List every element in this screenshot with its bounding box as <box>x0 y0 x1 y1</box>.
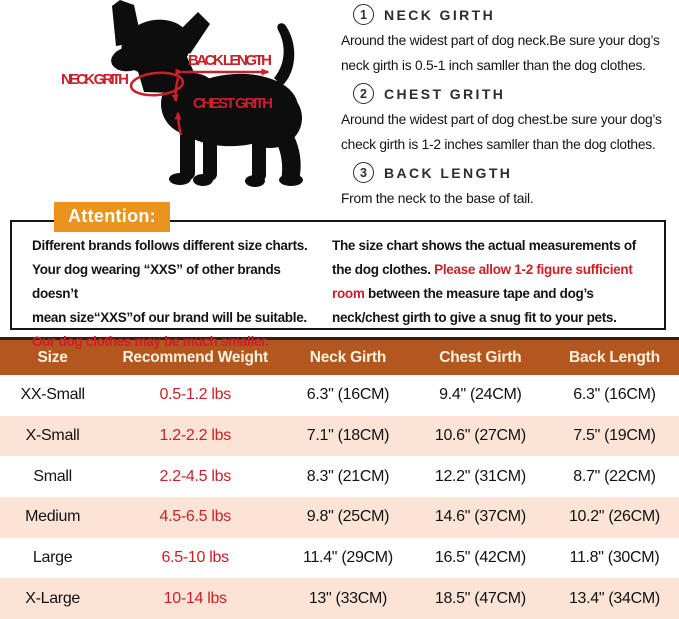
instruction-2-title: CHEST GRITH <box>384 85 506 102</box>
chest-girth-arrow-up <box>174 111 183 136</box>
instruction-2-body: Around the widest part of dog chest.be s… <box>341 112 662 152</box>
weight-cell: 0.5-1.2 lbs <box>159 386 231 404</box>
back-cell: 11.8" (30CM) <box>569 549 660 567</box>
table-row-large: Large 6.5-10 lbs 11.4" (29CM) 16.5" (42C… <box>0 537 679 579</box>
chest-cell: 14.6" (37CM) <box>434 508 526 526</box>
chest-cell: 12.2" (31CM) <box>434 467 526 485</box>
neck-girth-diagram-label: NECK GRITH <box>61 71 129 88</box>
chest-cell: 18.5" (47CM) <box>434 589 526 607</box>
table-row-x-small: X-Small 1.2-2.2 lbs 7.1" (18CM) 10.6" (2… <box>0 415 679 457</box>
neck-cell: 6.3" (16CM) <box>306 386 390 404</box>
measurement-instructions: 1 NECK GIRTH Around the widest part of d… <box>341 0 677 213</box>
table-row-xx-small: XX-Small 0.5-1.2 lbs 6.3" (16CM) 9.4" (2… <box>0 375 679 416</box>
weight-cell: 1.2-2.2 lbs <box>159 427 231 444</box>
back-cell: 6.3" (16CM) <box>573 386 656 404</box>
circled-number-2: 2 <box>353 83 374 104</box>
attention-right-highlight: Please allow 1-2 figure sufficient room <box>332 262 633 301</box>
table-row-x-large: X-Large 10-14 lbs 13" (33CM) 18.5" (47CM… <box>0 578 679 619</box>
weight-cell: 10-14 lbs <box>163 589 227 607</box>
table-row-small: Small 2.2-4.5 lbs 8.3" (21CM) 12.2" (31C… <box>0 456 679 498</box>
circled-number-3: 3 <box>353 162 374 183</box>
neck-girth-ellipse <box>129 71 185 97</box>
chest-girth-arrow-down <box>171 77 180 103</box>
weight-cell: 2.2-4.5 lbs <box>159 467 231 485</box>
back-cell: 13.4" (34CM) <box>568 589 660 607</box>
attention-left-text: Different brands follows different size … <box>32 234 328 354</box>
neck-cell: 9.8" (25CM) <box>306 508 390 526</box>
instruction-1-title: NECK GIRTH <box>384 6 496 23</box>
neck-cell: 8.3" (21CM) <box>306 467 390 485</box>
attention-warning-line: Our dog clothes may be much smaller. <box>32 334 269 349</box>
back-length-diagram-label: BACK LENGTH <box>188 52 272 69</box>
chest-cell: 10.6" (27CM) <box>434 427 526 444</box>
weight-cell: 4.5-6.5 lbs <box>159 508 231 526</box>
header-neck-girth: Neck Girth <box>309 348 387 366</box>
instruction-3-title: BACK LENGTH <box>384 164 513 181</box>
attention-label: Attention: <box>54 202 170 232</box>
neck-cell: 13" (33CM) <box>308 589 388 607</box>
dog-silhouette <box>111 0 303 187</box>
attention-right-part1: The size chart shows the actual measurem… <box>332 238 637 277</box>
header-size: Size <box>37 348 68 366</box>
size-table: Size Recommend Weight Neck Girth Chest G… <box>0 337 679 619</box>
header-recommend-weight: Recommend Weight <box>122 348 268 366</box>
attention-line: Different brands follows different size … <box>32 238 308 253</box>
back-cell: 10.2" (26CM) <box>568 508 660 526</box>
instruction-3-heading: 3 BACK LENGTH <box>353 162 677 183</box>
chest-girth-diagram-label: CHEST GRITH <box>193 95 273 112</box>
attention-box: Different brands follows different size … <box>10 220 666 349</box>
chest-cell: 9.4" (24CM) <box>439 386 522 404</box>
table-row-medium: Medium 4.5-6.5 lbs 9.8" (25CM) 14.6" (37… <box>0 497 679 538</box>
dog-measurement-diagram: NECK GRITH BACK LENGTH CHEST GRITH <box>61 0 303 187</box>
size-cell: XX-Small <box>20 386 85 404</box>
size-cell: Small <box>33 467 72 485</box>
weight-cell: 6.5-10 lbs <box>161 549 230 567</box>
header-chest-girth: Chest Girth <box>439 348 522 366</box>
size-cell: X-Large <box>25 589 81 607</box>
size-table-header: Size Recommend Weight Neck Girth Chest G… <box>0 337 679 375</box>
size-cell: Large <box>32 549 73 567</box>
back-cell: 7.5" (19CM) <box>573 427 656 444</box>
attention-right-text: The size chart shows the actual measurem… <box>332 234 658 330</box>
circled-number-1: 1 <box>353 4 374 25</box>
instruction-3-body: From the neck to the base of tail. <box>341 191 534 206</box>
attention-line: mean size“XXS”of our brand will be suita… <box>32 310 307 325</box>
neck-cell: 7.1" (18CM) <box>306 427 390 444</box>
header-back-length: Back Length <box>569 348 660 366</box>
attention-right-part3: between the measure tape and dog’s neck/… <box>332 286 617 325</box>
chest-cell: 16.5" (42CM) <box>434 549 526 567</box>
back-cell: 8.7" (22CM) <box>573 467 656 485</box>
neck-cell: 11.4" (29CM) <box>303 549 393 567</box>
size-cell: X-Small <box>25 427 80 444</box>
instruction-2-heading: 2 CHEST GRITH <box>353 83 677 104</box>
attention-line: Your dog wearing “XXS” of other brands d… <box>32 262 281 301</box>
size-cell: Medium <box>25 508 81 526</box>
instruction-1-body: Around the widest part of dog neck.Be su… <box>341 33 660 73</box>
instruction-1-heading: 1 NECK GIRTH <box>353 4 677 25</box>
